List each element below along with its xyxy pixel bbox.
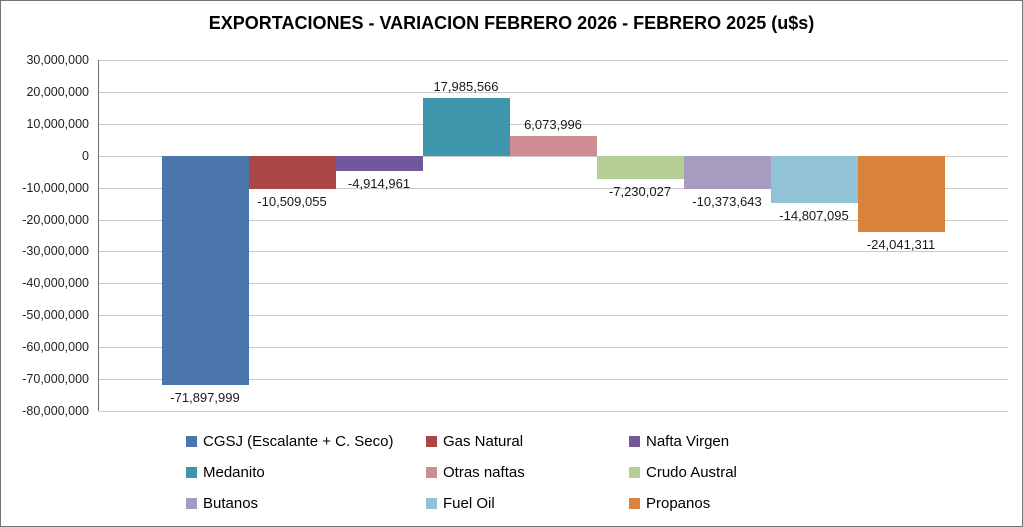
y-tick-label: 30,000,000: [26, 53, 89, 67]
legend-swatch-icon: [629, 498, 640, 509]
bar-value-label: -10,509,055: [257, 194, 327, 210]
y-tick-label: 20,000,000: [26, 85, 89, 99]
y-tick-label: 10,000,000: [26, 117, 89, 131]
gridline: [99, 315, 1008, 316]
legend-label: Crudo Austral: [646, 464, 737, 481]
legend-swatch-icon: [186, 498, 197, 509]
y-tick-label: -40,000,000: [22, 276, 89, 290]
y-tick-label: 0: [82, 149, 89, 163]
gridline: [99, 347, 1008, 348]
bar: [596, 155, 684, 179]
bar: [422, 98, 510, 156]
bar: [248, 155, 336, 190]
legend-label: CGSJ (Escalante + C. Seco): [203, 433, 394, 450]
bar: [335, 155, 423, 172]
bar-value-label: 6,073,996: [524, 117, 582, 133]
gridline: [99, 251, 1008, 252]
legend-swatch-icon: [186, 467, 197, 478]
bar: [683, 155, 771, 189]
gridline: [99, 124, 1008, 125]
legend-swatch-icon: [186, 436, 197, 447]
chart-title: EXPORTACIONES - VARIACION FEBRERO 2026 -…: [208, 13, 815, 33]
y-axis-line: [98, 60, 99, 411]
legend-label: Nafta Virgen: [646, 433, 730, 450]
legend-item: Nafta Virgen: [629, 434, 729, 450]
y-tick-label: -50,000,000: [22, 308, 89, 322]
y-tick-label: -80,000,000: [22, 404, 89, 418]
y-tick-label: -70,000,000: [22, 372, 89, 386]
bar: [509, 136, 597, 156]
legend-swatch-icon: [629, 436, 640, 447]
legend-swatch-icon: [629, 467, 640, 478]
gridline: [99, 379, 1008, 380]
gridline: [99, 411, 1008, 412]
legend-label: Propanos: [646, 495, 711, 512]
legend-swatch-icon: [426, 436, 437, 447]
legend-item: Medanito: [186, 465, 265, 481]
y-tick-label: -30,000,000: [22, 244, 89, 258]
legend-label: Butanos: [203, 495, 259, 512]
legend-label: Otras naftas: [443, 464, 525, 481]
bar-value-label: -71,897,999: [170, 390, 240, 406]
legend-label: Gas Natural: [443, 433, 524, 450]
legend-item: CGSJ (Escalante + C. Seco): [186, 434, 394, 450]
gridline: [99, 60, 1008, 61]
bar-value-label: -4,914,961: [347, 176, 411, 192]
gridline: [99, 156, 1008, 157]
bar: [161, 155, 249, 386]
legend-item: Butanos: [186, 496, 258, 512]
bar: [857, 155, 945, 233]
legend-item: Fuel Oil: [426, 496, 495, 512]
gridline: [99, 188, 1008, 189]
bar-value-label: 17,985,566: [433, 79, 499, 95]
y-tick-label: -10,000,000: [22, 181, 89, 195]
legend-item: Propanos: [629, 496, 710, 512]
gridline: [99, 92, 1008, 93]
legend-label: Medanito: [203, 464, 265, 481]
legend-item: Crudo Austral: [629, 465, 737, 481]
legend-swatch-icon: [426, 467, 437, 478]
y-tick-label: -20,000,000: [22, 213, 89, 227]
legend-item: Gas Natural: [426, 434, 523, 450]
bar-value-label: -10,373,643: [692, 193, 762, 209]
bar: [770, 155, 858, 203]
bar-value-label: -24,041,311: [866, 237, 936, 253]
gridline: [99, 283, 1008, 284]
gridline: [99, 220, 1008, 221]
legend-item: Otras naftas: [426, 465, 525, 481]
y-tick-label: -60,000,000: [22, 340, 89, 354]
bar-value-label: -14,807,095: [779, 207, 849, 223]
bar-value-label: -7,230,027: [608, 183, 672, 199]
legend-swatch-icon: [426, 498, 437, 509]
legend-label: Fuel Oil: [443, 495, 495, 512]
